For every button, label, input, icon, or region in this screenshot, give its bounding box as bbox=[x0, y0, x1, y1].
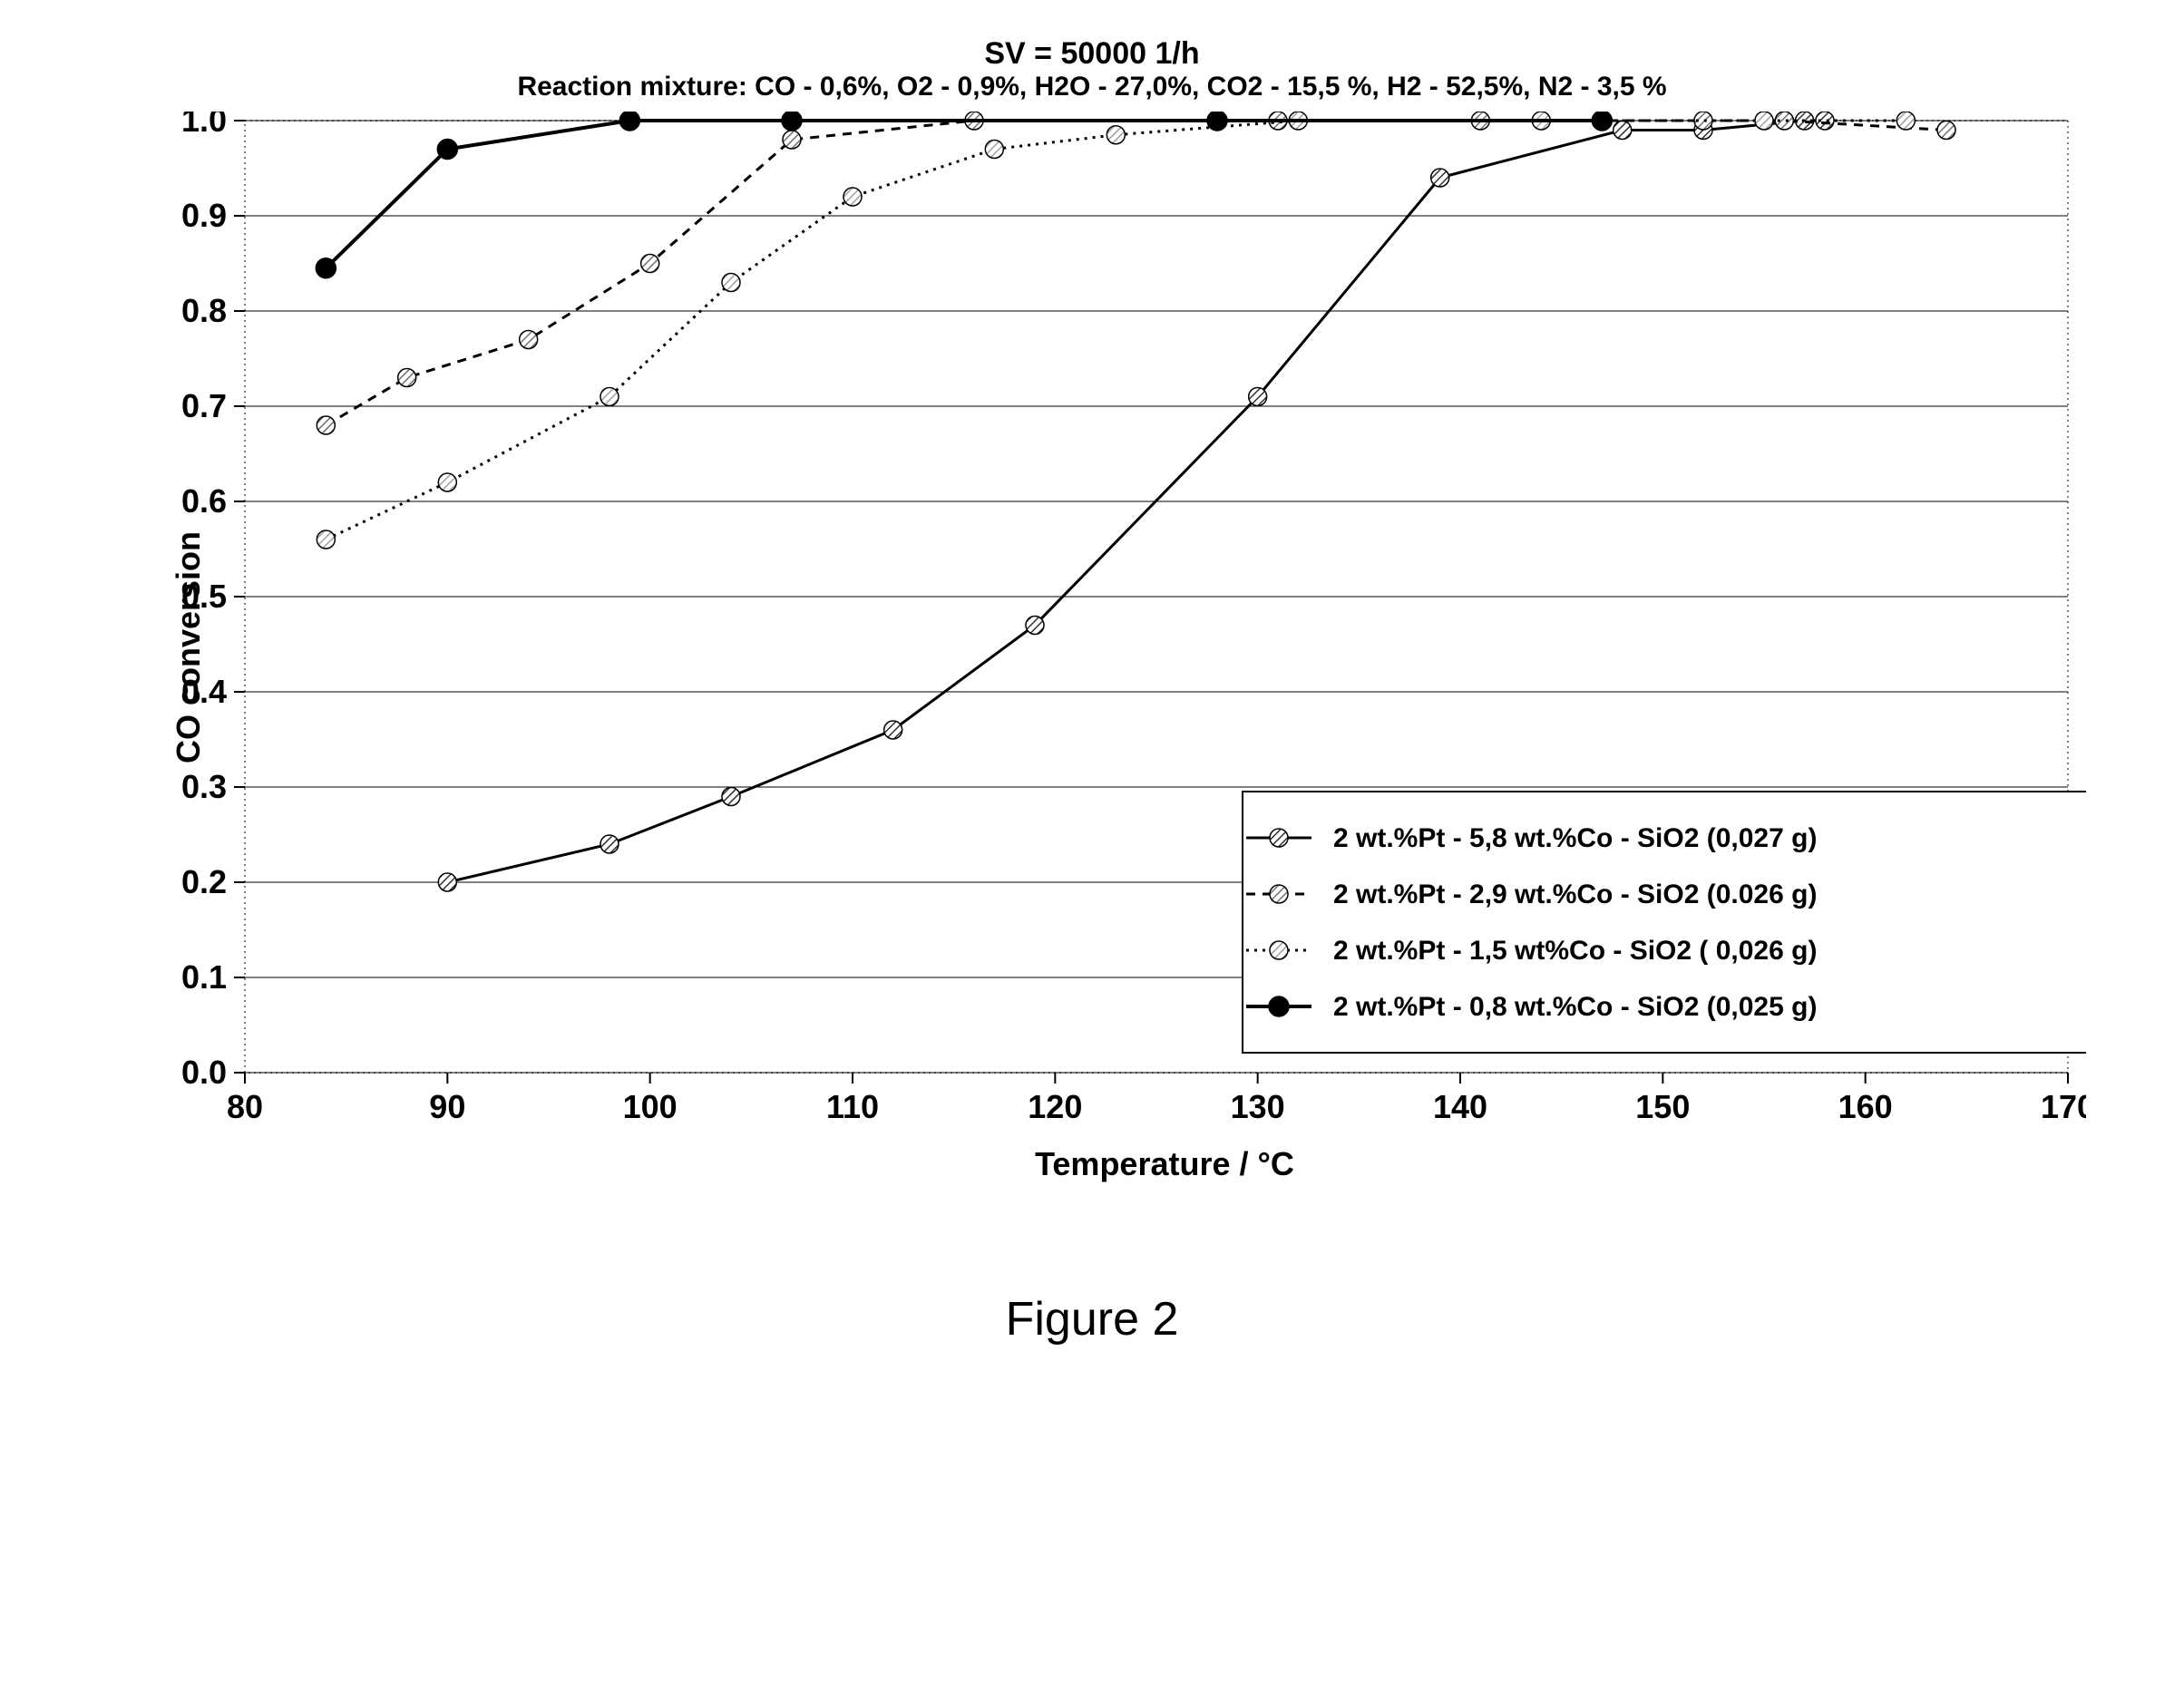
svg-text:100: 100 bbox=[623, 1088, 678, 1125]
svg-text:0.1: 0.1 bbox=[181, 958, 227, 996]
svg-text:0.9: 0.9 bbox=[181, 197, 227, 234]
svg-text:1.0: 1.0 bbox=[181, 112, 227, 139]
y-axis-label: CO conversion bbox=[170, 531, 208, 763]
plot-area: CO conversion 80901001101201301401501601… bbox=[181, 112, 2148, 1183]
svg-text:90: 90 bbox=[429, 1088, 465, 1125]
svg-text:80: 80 bbox=[227, 1088, 263, 1125]
svg-text:160: 160 bbox=[1838, 1088, 1893, 1125]
svg-text:140: 140 bbox=[1433, 1088, 1487, 1125]
title-line-1: SV = 50000 1/h bbox=[36, 36, 2148, 72]
svg-text:2 wt.%Pt - 2,9 wt.%Co - SiO2 (: 2 wt.%Pt - 2,9 wt.%Co - SiO2 (0.026 g) bbox=[1333, 880, 1817, 909]
svg-text:0.7: 0.7 bbox=[181, 387, 227, 424]
x-axis-label: Temperature / °C bbox=[181, 1145, 2148, 1183]
svg-text:170: 170 bbox=[2041, 1088, 2086, 1125]
svg-text:0.8: 0.8 bbox=[181, 292, 227, 329]
svg-text:120: 120 bbox=[1028, 1088, 1082, 1125]
title-line-2: Reaction mixture: CO - 0,6%, O2 - 0,9%, … bbox=[36, 72, 2148, 102]
svg-text:0.0: 0.0 bbox=[181, 1054, 227, 1091]
chart-svg: 80 90 100 110 120 130 140 150 160 170 0.0 0.1 0.2 0.3… bbox=[181, 112, 2086, 1127]
svg-text:110: 110 bbox=[826, 1088, 879, 1125]
chart-title: SV = 50000 1/h Reaction mixture: CO - 0,… bbox=[36, 36, 2148, 102]
svg-text:2 wt.%Pt - 0,8 wt.%Co - SiO2 (: 2 wt.%Pt - 0,8 wt.%Co - SiO2 (0,025 g) bbox=[1333, 992, 1817, 1022]
svg-text:0.2: 0.2 bbox=[181, 863, 227, 900]
svg-text:150: 150 bbox=[1635, 1088, 1690, 1125]
svg-text:130: 130 bbox=[1231, 1088, 1285, 1125]
svg-text:2 wt.%Pt - 1,5 wt%Co - SiO2 (: 2 wt.%Pt - 1,5 wt%Co - SiO2 ( 0,026 g) bbox=[1333, 936, 1817, 966]
figure-caption: Figure 2 bbox=[36, 1292, 2148, 1346]
chart-container: SV = 50000 1/h Reaction mixture: CO - 0,… bbox=[36, 36, 2148, 1346]
svg-text:0.6: 0.6 bbox=[181, 482, 227, 520]
svg-text:0.3: 0.3 bbox=[181, 768, 227, 805]
svg-text:2 wt.%Pt - 5,8 wt.%Co - SiO2 (: 2 wt.%Pt - 5,8 wt.%Co - SiO2 (0,027 g) bbox=[1333, 823, 1817, 853]
